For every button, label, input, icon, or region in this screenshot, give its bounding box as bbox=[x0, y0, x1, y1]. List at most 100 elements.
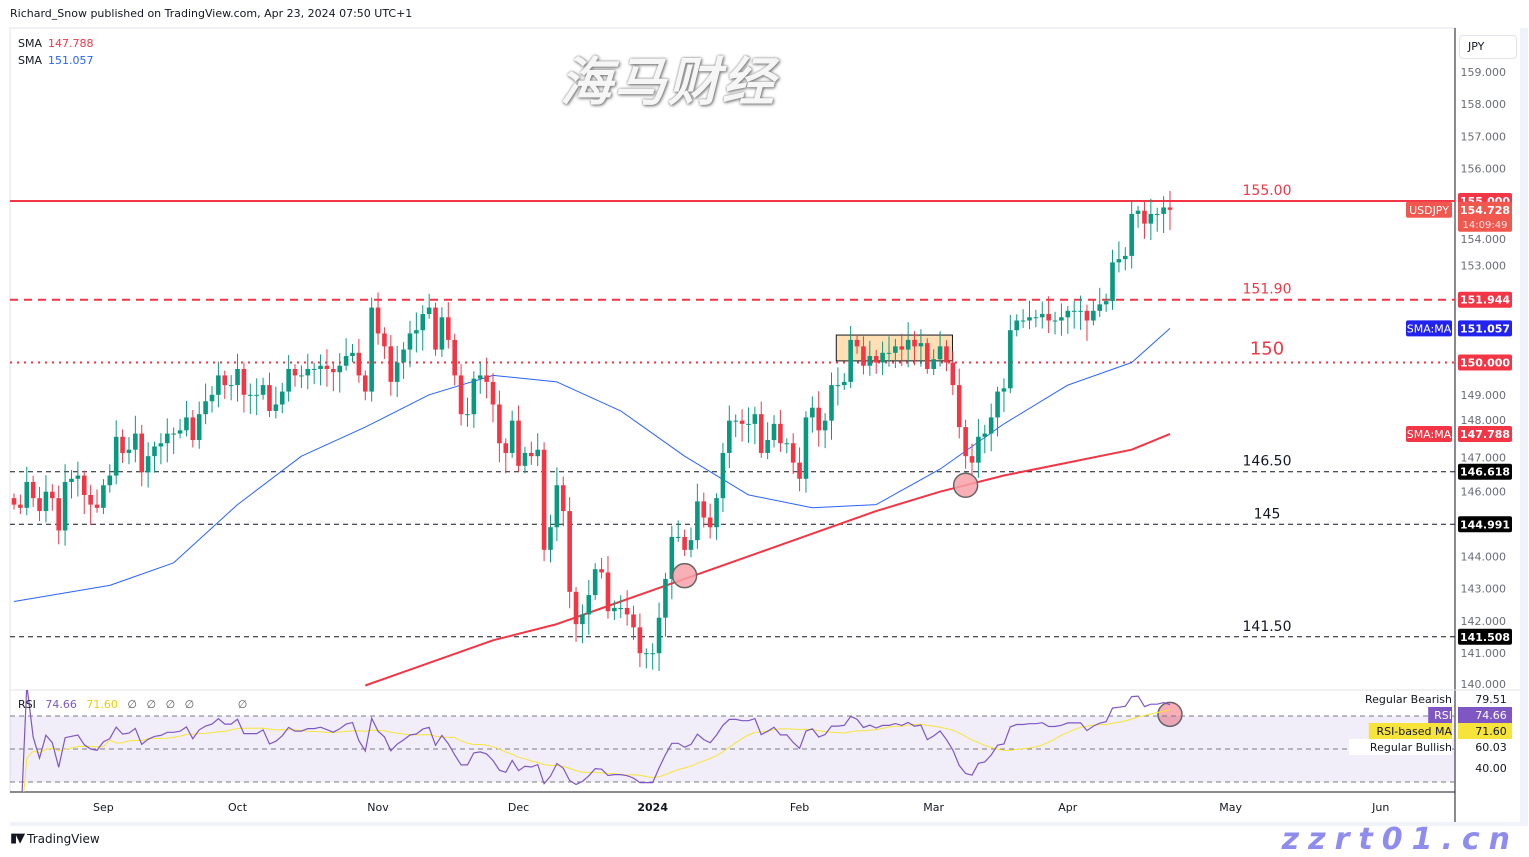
candle-body bbox=[605, 572, 611, 612]
candle-body bbox=[963, 427, 968, 457]
candle-body bbox=[905, 339, 911, 350]
sma-label: SMA bbox=[18, 54, 42, 67]
level-label: 151.90 bbox=[1243, 282, 1292, 298]
candle-body bbox=[701, 501, 707, 518]
sma50-legend[interactable]: SMA 151.057 bbox=[18, 52, 94, 69]
candle-body bbox=[707, 517, 713, 528]
candle-body bbox=[369, 307, 374, 392]
candle-body bbox=[899, 346, 905, 350]
candle-body bbox=[177, 430, 183, 434]
candle-body bbox=[548, 527, 553, 550]
right-edge bbox=[1520, 28, 1528, 822]
candle-body bbox=[650, 653, 655, 655]
y-tick-label: 148.000 bbox=[1461, 414, 1507, 427]
candle-body bbox=[171, 433, 176, 435]
candle-body bbox=[829, 385, 834, 421]
candle-body bbox=[88, 494, 93, 505]
rsi-label: RSI bbox=[18, 698, 36, 711]
candle-body bbox=[663, 578, 668, 618]
series-tag bbox=[1406, 201, 1452, 218]
candle-body bbox=[695, 501, 700, 541]
level-axis-tag bbox=[1458, 463, 1512, 480]
y-tick-label: 140.000 bbox=[1461, 678, 1507, 691]
candle-body bbox=[241, 368, 247, 395]
candle-body bbox=[1027, 317, 1032, 321]
candle-body bbox=[484, 375, 489, 382]
rsi-axis-tag bbox=[1458, 707, 1512, 723]
rsi-ma-line bbox=[23, 709, 1171, 792]
candle-body bbox=[56, 498, 62, 531]
candle-body bbox=[222, 375, 228, 386]
price-tag-value: 154.728 bbox=[1460, 204, 1510, 217]
rsi-series-tag bbox=[1349, 739, 1452, 755]
candle-body bbox=[1020, 320, 1026, 322]
sma200-legend[interactable]: SMA 147.788 bbox=[18, 35, 94, 52]
candle-body bbox=[216, 375, 221, 395]
candle-body bbox=[279, 391, 285, 405]
candle-body bbox=[1122, 255, 1128, 260]
candle-body bbox=[535, 449, 541, 457]
candle-body bbox=[848, 339, 853, 382]
rsi-legend[interactable]: RSI 74.66 71.60 ∅ ∅ ∅ ∅ ∅ bbox=[18, 698, 253, 711]
candle-body bbox=[184, 417, 189, 431]
candle-body bbox=[1161, 207, 1166, 214]
currency-button[interactable]: JPY bbox=[1459, 35, 1517, 59]
rsi-series-tag bbox=[1349, 691, 1452, 707]
na-value: ∅ bbox=[165, 698, 176, 711]
level-axis-value: 144.991 bbox=[1460, 518, 1510, 531]
candle-body bbox=[24, 482, 30, 508]
watermark-cn: 海马财经 bbox=[560, 53, 777, 113]
candle-body bbox=[458, 375, 464, 415]
level-axis-value: 151.944 bbox=[1460, 294, 1510, 307]
candle-body bbox=[1039, 314, 1045, 318]
candle-body bbox=[810, 407, 815, 418]
y-tick-label: 144.000 bbox=[1461, 550, 1507, 563]
candle-body bbox=[1167, 207, 1173, 210]
y-tick-label: 158.000 bbox=[1461, 98, 1507, 111]
candle-body bbox=[886, 352, 892, 354]
candle-body bbox=[746, 423, 751, 425]
candle-body bbox=[618, 607, 624, 609]
candle-body bbox=[394, 362, 400, 382]
x-tick-label: Apr bbox=[1058, 801, 1078, 814]
y-tick-label: 141.000 bbox=[1461, 647, 1507, 660]
candle-body bbox=[976, 436, 981, 463]
candle-body bbox=[1154, 213, 1160, 215]
candle-body bbox=[62, 482, 68, 531]
rsi-axis-value: 74.66 bbox=[1475, 709, 1507, 722]
candle-body bbox=[158, 443, 164, 447]
candle-body bbox=[522, 452, 528, 466]
bottom-edge bbox=[10, 822, 1528, 826]
y-tick-label: 154.000 bbox=[1461, 233, 1507, 246]
tradingview-logo-icon: ▮▼ bbox=[10, 831, 25, 846]
candle-body bbox=[43, 491, 49, 512]
candle-body bbox=[1103, 301, 1109, 305]
na-value: ∅ bbox=[237, 698, 248, 711]
candle-body bbox=[426, 307, 432, 315]
candle-body bbox=[439, 317, 445, 350]
candle-body bbox=[822, 420, 828, 431]
x-tick-label: Sep bbox=[93, 801, 114, 814]
candle-body bbox=[286, 368, 291, 392]
candle-body bbox=[267, 385, 272, 411]
y-tick-label: 147.000 bbox=[1461, 452, 1507, 465]
candle-body bbox=[529, 452, 534, 457]
candle-body bbox=[209, 394, 215, 402]
candle-body bbox=[113, 436, 119, 476]
candle-body bbox=[1008, 330, 1013, 389]
level-axis-value: 146.618 bbox=[1460, 466, 1510, 479]
candle-body bbox=[1014, 320, 1020, 331]
tradingview-logo[interactable]: ▮▼ TradingView bbox=[10, 831, 100, 846]
candle-body bbox=[797, 462, 802, 479]
candle-body bbox=[107, 475, 113, 486]
candle-body bbox=[675, 536, 681, 538]
candle-body bbox=[471, 378, 477, 415]
candle-body bbox=[318, 365, 323, 369]
candle-body bbox=[75, 475, 81, 479]
candle-body bbox=[893, 346, 898, 353]
price-tag bbox=[1458, 320, 1512, 337]
price-tag bbox=[1458, 425, 1512, 442]
y-tick-label: 149.000 bbox=[1461, 389, 1507, 402]
candle-body bbox=[541, 449, 547, 550]
